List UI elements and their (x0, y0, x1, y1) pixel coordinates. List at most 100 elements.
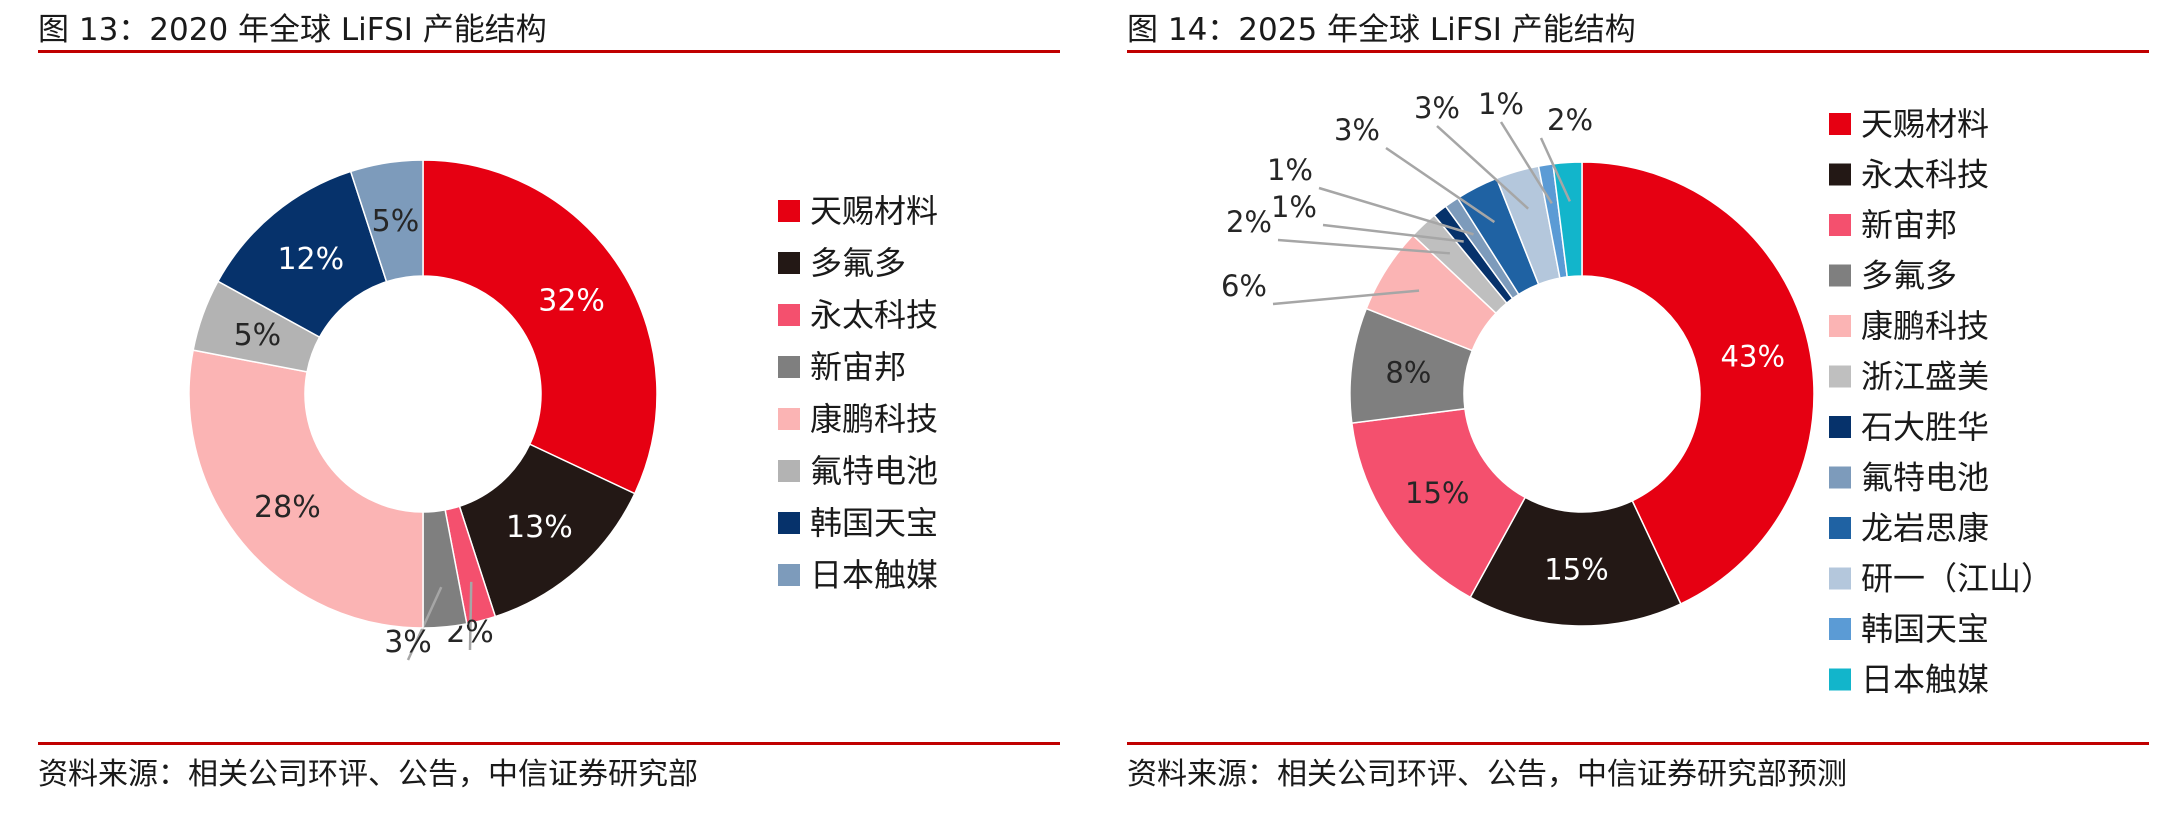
chart-title: 图 14：2025 年全球 LiFSI 产能结构 (1127, 12, 1636, 48)
leader-line (1499, 121, 1553, 205)
right-chart-panel: 图 14：2025 年全球 LiFSI 产能结构 43% 15% 15% 8% 6% 2%… (1127, 0, 2149, 822)
data-label: 3% (1334, 113, 1380, 147)
legend-label: 浙江盛美 (1861, 358, 1989, 396)
legend-item: 浙江盛美 (1829, 358, 1989, 396)
legend-swatch (1829, 567, 1851, 590)
data-label: 6% (1221, 269, 1267, 303)
legend-swatch (778, 304, 800, 326)
legend-item: 多氟多 (778, 244, 906, 282)
legend-swatch (778, 200, 800, 222)
leader-line (1436, 125, 1529, 210)
legend-label: 康鹏科技 (810, 400, 938, 438)
legend-label: 天赐材料 (810, 192, 938, 230)
legend-swatch (1829, 315, 1851, 337)
leader-line (406, 586, 443, 661)
chart-title: 图 13：2020 年全球 LiFSI 产能结构 (38, 12, 547, 48)
legend-item: 永太科技 (1829, 156, 1989, 194)
leader-line (1322, 223, 1464, 243)
title-divider (38, 50, 1060, 53)
legend-swatch (778, 356, 800, 378)
legend-label: 日本触媒 (810, 556, 938, 594)
legend-swatch (1829, 113, 1851, 135)
legend-swatch (1829, 466, 1851, 489)
legend-label: 新宙邦 (810, 348, 906, 386)
legend-label: 龙岩思康 (1861, 509, 1989, 547)
donut-chart-2025: 43%15%15%8%6%2%1%1%3%3% 1% 2% 天赐材料永太科技新宙邦多氟… (1221, 87, 2053, 699)
data-label: 1% (1267, 153, 1313, 187)
legend-swatch (1829, 365, 1851, 388)
data-label: 3% (1414, 91, 1460, 125)
legend-item: 研一（江山） (1829, 560, 2053, 598)
donut-slice (422, 159, 658, 495)
legend-label: 多氟多 (810, 244, 906, 282)
legend-swatch (1829, 416, 1851, 438)
donut-slice (1581, 161, 1815, 605)
legend-label: 韩国天宝 (810, 504, 938, 542)
source-divider (38, 742, 1060, 745)
data-label: 1% (1271, 190, 1317, 224)
data-label: 15% (1405, 476, 1469, 510)
legend-label: 氟特电池 (810, 452, 938, 490)
legend-label: 日本触媒 (1861, 661, 1989, 699)
legend-swatch (1829, 163, 1851, 186)
leader-line (1272, 289, 1420, 306)
donut-slice (188, 349, 424, 629)
legend-label: 氟特电池 (1861, 459, 1989, 497)
data-label: 32% (538, 283, 605, 318)
data-label: 12% (277, 242, 344, 277)
title-divider (1127, 50, 2149, 53)
legend-swatch (778, 252, 800, 274)
data-label: 43% (1721, 339, 1785, 373)
legend-item: 韩国天宝 (1829, 610, 1989, 648)
legend-label: 新宙邦 (1861, 206, 1957, 244)
legend-item: 日本触媒 (778, 556, 938, 594)
legend-swatch (1829, 618, 1851, 640)
legend-swatch (1829, 264, 1851, 287)
donut-slice (1350, 407, 1527, 599)
legend-item: 氟特电池 (1829, 459, 1989, 497)
leader-line (1539, 137, 1572, 202)
legend-label: 天赐材料 (1861, 105, 1989, 143)
data-label: 2% (1226, 205, 1272, 239)
donut-slice (1469, 496, 1682, 627)
data-label: 1% (1478, 87, 1524, 121)
source-divider (1127, 742, 2149, 745)
legend-swatch (778, 408, 800, 430)
legend-item: 天赐材料 (1829, 105, 1989, 143)
legend-swatch (1829, 668, 1851, 691)
legend-swatch (1829, 214, 1851, 236)
donut-slice (349, 159, 424, 283)
donut-slice (1552, 161, 1583, 278)
legend-swatch (778, 564, 800, 586)
leader-line (1385, 146, 1496, 224)
data-label: 5% (234, 318, 282, 353)
data-label: 8% (1385, 356, 1431, 390)
legend-item: 天赐材料 (778, 192, 938, 230)
legend-swatch (1829, 517, 1851, 539)
data-label: 28% (254, 490, 321, 525)
data-label: 13% (506, 510, 573, 545)
legend-label: 韩国天宝 (1861, 610, 1989, 648)
leader-line (1318, 186, 1474, 236)
legend-label: 康鹏科技 (1861, 307, 1989, 345)
legend-item: 新宙邦 (1829, 206, 1957, 244)
legend-item: 康鹏科技 (1829, 307, 1989, 345)
legend-item: 康鹏科技 (778, 400, 938, 438)
source-note: 资料来源：相关公司环评、公告，中信证券研究部预测 (1127, 757, 1847, 792)
legend-label: 研一（江山） (1861, 560, 2053, 598)
legend-item: 龙岩思康 (1829, 509, 1989, 547)
legend-label: 石大胜华 (1861, 408, 1989, 446)
data-label: 5% (372, 204, 420, 239)
legend-swatch (778, 512, 800, 534)
data-label: 2% (1547, 103, 1593, 137)
leader-line (468, 581, 473, 651)
donut-chart-2020: 32%13%2%3%28%5%12%5% 天赐材料多氟多永太科技新宙邦康鹏科技氟特… (188, 159, 938, 661)
legend-item: 永太科技 (778, 296, 938, 334)
legend-label: 永太科技 (810, 296, 938, 334)
legend-swatch (778, 460, 800, 482)
source-note: 资料来源：相关公司环评、公告，中信证券研究部 (38, 757, 698, 792)
legend-item: 多氟多 (1829, 257, 1957, 295)
legend-item: 新宙邦 (778, 348, 906, 386)
legend-item: 日本触媒 (1829, 661, 1989, 699)
data-label: 15% (1544, 552, 1608, 586)
